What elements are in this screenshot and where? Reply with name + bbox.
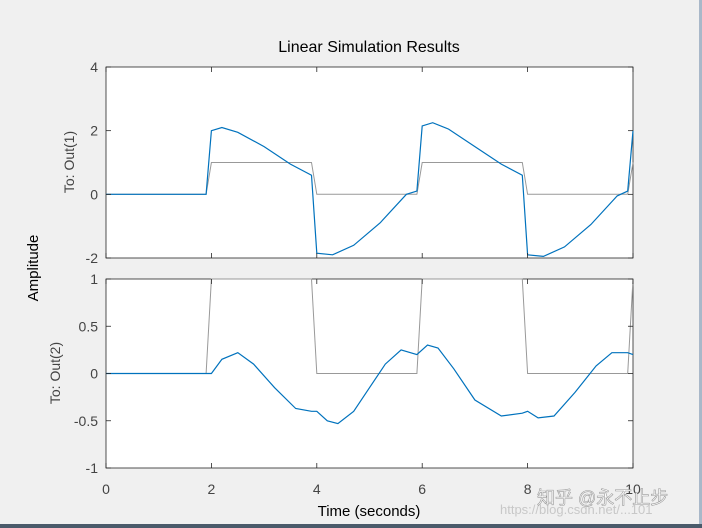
x-tick-label: 0 [102,481,110,497]
chart-title: Linear Simulation Results [278,39,459,56]
x-tick-label: 4 [313,481,321,497]
y-tick-label-out2: -0.5 [74,413,98,429]
axes-out1: To: Out(1) 4 2 0 -2 [61,59,634,266]
y-tick-label-out2: 0.5 [79,318,99,334]
window-bottom-edge [0,524,702,528]
window-edge [699,0,702,528]
axes-out1-background [105,66,634,259]
response-line-out1 [106,122,634,258]
input-signal-line-out2 [106,278,634,374]
x-tick-label: 2 [208,481,216,497]
x-tick-label: 8 [524,481,532,497]
x-tick-label: 10 [625,481,641,497]
axes-out1-ylabel: To: Out(1) [61,131,77,193]
y-tick-label-out1: 0 [90,186,98,202]
y-tick-label-out2: 0 [90,366,98,382]
zhihu-watermark: 知乎 @永不止步 [537,488,668,508]
axes-out2-ylabel: To: Out(2) [47,342,63,404]
response-line-out2 [106,344,634,425]
axes-out2: To: Out(2) Time (seconds) 10.50-0.5-10 2 4… [47,271,641,520]
shared-ylabel: Amplitude [25,235,42,302]
y-tick-label-out1: 2 [90,123,98,139]
y-tick-label-out2: 1 [90,271,98,287]
y-tick-label-out1: -2 [86,250,99,266]
y-tick-label-out1: 4 [90,59,98,75]
x-axis-label: Time (seconds) [318,503,421,520]
x-tick-label: 6 [418,481,426,497]
y-tick-label-out2: -1 [86,460,99,476]
url-watermark: https://blog.csdn.net/...101 [500,502,653,517]
input-signal-line-out1 [106,162,634,195]
